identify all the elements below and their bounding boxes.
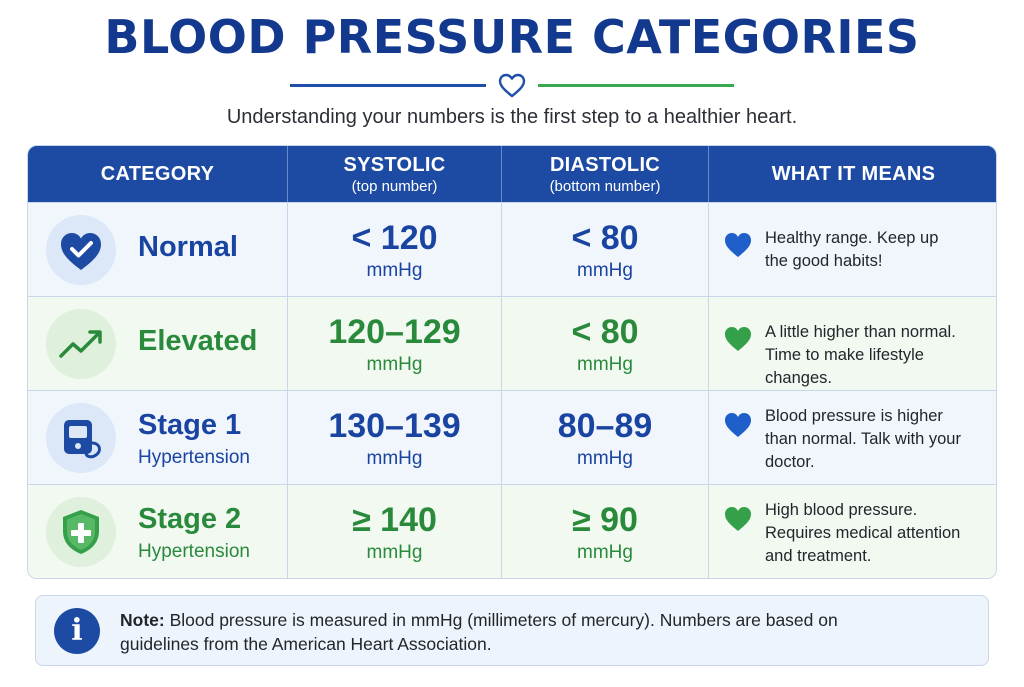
- table-header: CATEGORY SYSTOLIC (top number) DIASTOLIC…: [28, 146, 996, 202]
- meaning-text: Blood pressure is higher than normal. Ta…: [765, 407, 961, 471]
- diastolic-cell: ≥ 90 mmHg: [502, 485, 709, 578]
- divider-line-left: [290, 84, 486, 87]
- systolic-unit: mmHg: [366, 354, 423, 375]
- header-systolic: SYSTOLIC (top number): [288, 146, 502, 202]
- page-title: BLOOD PRESSURE CATEGORIES: [104, 10, 920, 64]
- meaning-text: A little higher than normal. Time to mak…: [765, 323, 956, 387]
- header-category-label: CATEGORY: [100, 162, 215, 185]
- header-category: CATEGORY: [28, 146, 288, 202]
- header-diastolic-sub: (bottom number): [549, 177, 661, 195]
- header-diastolic: DIASTOLIC (bottom number): [502, 146, 709, 202]
- info-icon: i: [54, 608, 100, 654]
- heart-check-icon: [46, 215, 116, 285]
- systolic-value: 120–129: [328, 313, 461, 351]
- diastolic-cell: < 80 mmHg: [502, 297, 709, 391]
- note-label: Note:: [120, 610, 165, 630]
- note-box: i Note: Blood pressure is measured in mm…: [35, 595, 989, 666]
- heart-outline-icon: [498, 73, 526, 98]
- systolic-unit: mmHg: [366, 542, 423, 563]
- diastolic-cell: < 80 mmHg: [502, 203, 709, 297]
- systolic-value: ≥ 140: [352, 501, 437, 539]
- category-name: Normal: [138, 231, 238, 263]
- diastolic-unit: mmHg: [577, 448, 633, 469]
- header-systolic-sub: (top number): [351, 177, 438, 195]
- meaning-text: High blood pressure. Requires medical at…: [765, 501, 961, 565]
- divider-line-right: [538, 84, 734, 87]
- bp-categories-table: CATEGORY SYSTOLIC (top number) DIASTOLIC…: [27, 145, 997, 579]
- trend-up-icon: [46, 309, 116, 379]
- systolic-value: < 120: [351, 219, 438, 257]
- heart-icon: [725, 413, 751, 437]
- note-text: Note: Blood pressure is measured in mmHg…: [120, 608, 880, 656]
- meaning-cell: A little higher than normal. Time to mak…: [709, 297, 996, 391]
- table-row: Stage 2 Hypertension ≥ 140 mmHg ≥ 90 mmH…: [28, 484, 996, 578]
- diastolic-unit: mmHg: [577, 354, 633, 375]
- systolic-unit: mmHg: [366, 448, 423, 469]
- category-subname: Hypertension: [138, 447, 250, 468]
- diastolic-value: 80–89: [557, 407, 653, 445]
- diastolic-unit: mmHg: [577, 260, 633, 281]
- diastolic-value: < 80: [571, 313, 639, 351]
- table-row: Stage 1 Hypertension 130–139 mmHg 80–89 …: [28, 390, 996, 485]
- category-subname: Hypertension: [138, 541, 250, 562]
- bp-monitor-icon: [46, 403, 116, 473]
- heart-icon: [725, 233, 751, 257]
- systolic-cell: < 120 mmHg: [288, 203, 502, 297]
- systolic-cell: 120–129 mmHg: [288, 297, 502, 391]
- table-row: Elevated 120–129 mmHg < 80 mmHg A little…: [28, 296, 996, 391]
- meaning-cell: Healthy range. Keep up the good habits!: [709, 203, 996, 297]
- category-cell: Normal: [28, 203, 288, 297]
- category-cell: Elevated: [28, 297, 288, 391]
- category-name: Stage 1: [138, 409, 242, 441]
- category-name: Stage 2: [138, 503, 242, 535]
- note-body: Blood pressure is measured in mmHg (mill…: [120, 610, 838, 654]
- systolic-value: 130–139: [328, 407, 461, 445]
- heart-icon: [725, 327, 751, 351]
- systolic-cell: ≥ 140 mmHg: [288, 485, 502, 578]
- meaning-cell: High blood pressure. Requires medical at…: [709, 485, 996, 578]
- header-meaning: WHAT IT MEANS: [709, 146, 996, 202]
- shield-plus-icon: [46, 497, 116, 567]
- meaning-cell: Blood pressure is higher than normal. Ta…: [709, 391, 996, 485]
- table-row: Normal < 120 mmHg < 80 mmHg Healthy rang…: [28, 202, 996, 297]
- header-systolic-label: SYSTOLIC: [343, 153, 446, 176]
- diastolic-value: ≥ 90: [572, 501, 638, 539]
- category-name: Elevated: [138, 325, 258, 357]
- header-meaning-label: WHAT IT MEANS: [771, 162, 936, 185]
- page-subtitle: Understanding your numbers is the first …: [226, 106, 798, 128]
- diastolic-unit: mmHg: [577, 542, 633, 563]
- systolic-cell: 130–139 mmHg: [288, 391, 502, 485]
- meaning-text: Healthy range. Keep up the good habits!: [765, 229, 939, 270]
- header-diastolic-label: DIASTOLIC: [549, 153, 661, 176]
- category-cell: Stage 1 Hypertension: [28, 391, 288, 485]
- diastolic-cell: 80–89 mmHg: [502, 391, 709, 485]
- heart-icon: [725, 507, 751, 531]
- category-cell: Stage 2 Hypertension: [28, 485, 288, 578]
- diastolic-value: < 80: [571, 219, 639, 257]
- systolic-unit: mmHg: [366, 260, 423, 281]
- title-divider: [0, 73, 1024, 99]
